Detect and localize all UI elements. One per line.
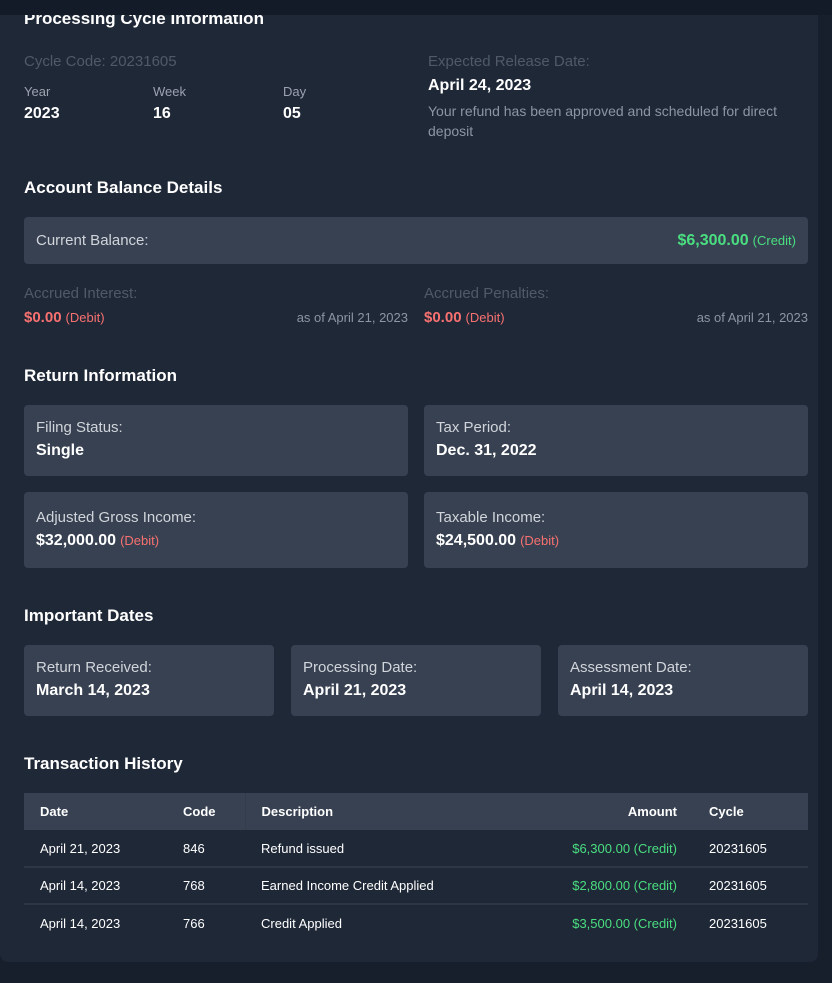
return-received-value: March 14, 2023 <box>36 682 150 699</box>
row-code: 768 <box>167 866 245 904</box>
row-cycle: 20231605 <box>693 903 808 941</box>
taxable-income-card: Taxable Income: $24,500.00 (Debit) <box>424 492 808 568</box>
assessment-date-value: April 14, 2023 <box>570 682 674 699</box>
release-date: April 24, 2023 <box>428 77 532 94</box>
filing-status-value: Single <box>36 442 85 459</box>
table-header-row: Date Code Description Amount Cycle <box>24 793 808 830</box>
row-cycle: 20231605 <box>693 866 808 904</box>
row-date: April 14, 2023 <box>24 866 167 904</box>
top-bar <box>0 0 832 15</box>
agi-tag: (Debit) <box>120 533 160 548</box>
col-amount: Amount <box>513 793 693 830</box>
current-balance-label: Current Balance: <box>36 232 149 249</box>
processing-date-value: April 21, 2023 <box>303 682 407 699</box>
row-date: April 21, 2023 <box>40 840 121 856</box>
row-code: 846 <box>183 840 205 856</box>
day-value: 05 <box>283 105 301 122</box>
processing-date-card: Processing Date: April 21, 2023 <box>291 645 541 716</box>
interest-tag: (Debit) <box>65 310 105 325</box>
current-balance-card: Current Balance: $6,300.00 (Credit) <box>24 217 808 264</box>
col-cycle: Cycle <box>693 793 808 830</box>
filing-status-card: Filing Status: Single <box>24 405 408 476</box>
interest-value: $0.00 <box>24 309 62 326</box>
section-title-balance: Account Balance Details <box>24 178 223 197</box>
section-title-transactions: Transaction History <box>24 754 183 773</box>
week-label: Week <box>153 84 186 99</box>
agi-value: $32,000.00 <box>36 532 117 549</box>
release-description: Your refund has been approved and schedu… <box>428 103 777 139</box>
tax-period-label: Tax Period: <box>436 419 512 436</box>
penalties-asof: as of April 21, 2023 <box>696 310 808 325</box>
return-received-card: Return Received: March 14, 2023 <box>24 645 274 716</box>
cycle-code: Cycle Code: 20231605 <box>24 53 177 70</box>
assessment-date-label: Assessment Date: <box>570 659 692 676</box>
penalties-tag: (Debit) <box>465 310 505 325</box>
col-code: Code <box>167 793 246 830</box>
agi-card: Adjusted Gross Income: $32,000.00 (Debit) <box>24 492 408 568</box>
row-cycle: 20231605 <box>709 840 767 856</box>
day-label: Day <box>283 84 307 99</box>
interest-label: Accrued Interest: <box>24 285 138 302</box>
interest-asof: as of April 21, 2023 <box>296 310 408 325</box>
taxable-income-tag: (Debit) <box>520 533 560 548</box>
col-date: Date <box>24 793 167 830</box>
current-balance-value: $6,300.00 <box>677 231 749 249</box>
return-received-label: Return Received: <box>36 659 152 676</box>
row-amount: $3,500.00 (Credit) <box>513 903 693 941</box>
row-description: Credit Applied <box>245 903 514 941</box>
processing-date-label: Processing Date: <box>303 659 418 676</box>
tax-period-value: Dec. 31, 2022 <box>436 442 537 459</box>
row-description: Refund issued <box>261 840 345 856</box>
transaction-table: Date Code Description Amount Cycle April… <box>24 793 808 941</box>
table-row: April 14, 2023 766 Credit Applied $3,500.00… <box>24 903 808 941</box>
year-label: Year <box>24 84 51 99</box>
row-amount: $6,300.00 (Credit) <box>572 840 677 856</box>
col-description: Description <box>245 793 514 830</box>
taxable-income-label: Taxable Income: <box>436 509 546 526</box>
row-amount: $2,800.00 (Credit) <box>513 866 693 904</box>
week-value: 16 <box>153 105 171 122</box>
penalties-value: $0.00 <box>424 309 462 326</box>
penalties-label: Accrued Penalties: <box>424 285 550 302</box>
row-description: Earned Income Credit Applied <box>245 866 514 904</box>
current-balance-tag: (Credit) <box>752 232 796 248</box>
filing-status-label: Filing Status: <box>36 419 123 436</box>
table-row: April 21, 2023 846 Refund issued $6,300.00 … <box>24 830 808 867</box>
year-value: 2023 <box>24 105 60 122</box>
release-label: Expected Release Date: <box>428 53 590 70</box>
row-code: 766 <box>167 903 245 941</box>
section-title-dates: Important Dates <box>24 606 154 625</box>
tax-period-card: Tax Period: Dec. 31, 2022 <box>424 405 808 476</box>
taxable-income-value: $24,500.00 <box>436 532 517 549</box>
row-date: April 14, 2023 <box>24 903 167 941</box>
table-row: April 14, 2023 768 Earned Income Credit Ap… <box>24 866 808 904</box>
assessment-date-card: Assessment Date: April 14, 2023 <box>558 645 808 716</box>
agi-label: Adjusted Gross Income: <box>36 509 197 526</box>
section-title-return: Return Information <box>24 366 177 385</box>
